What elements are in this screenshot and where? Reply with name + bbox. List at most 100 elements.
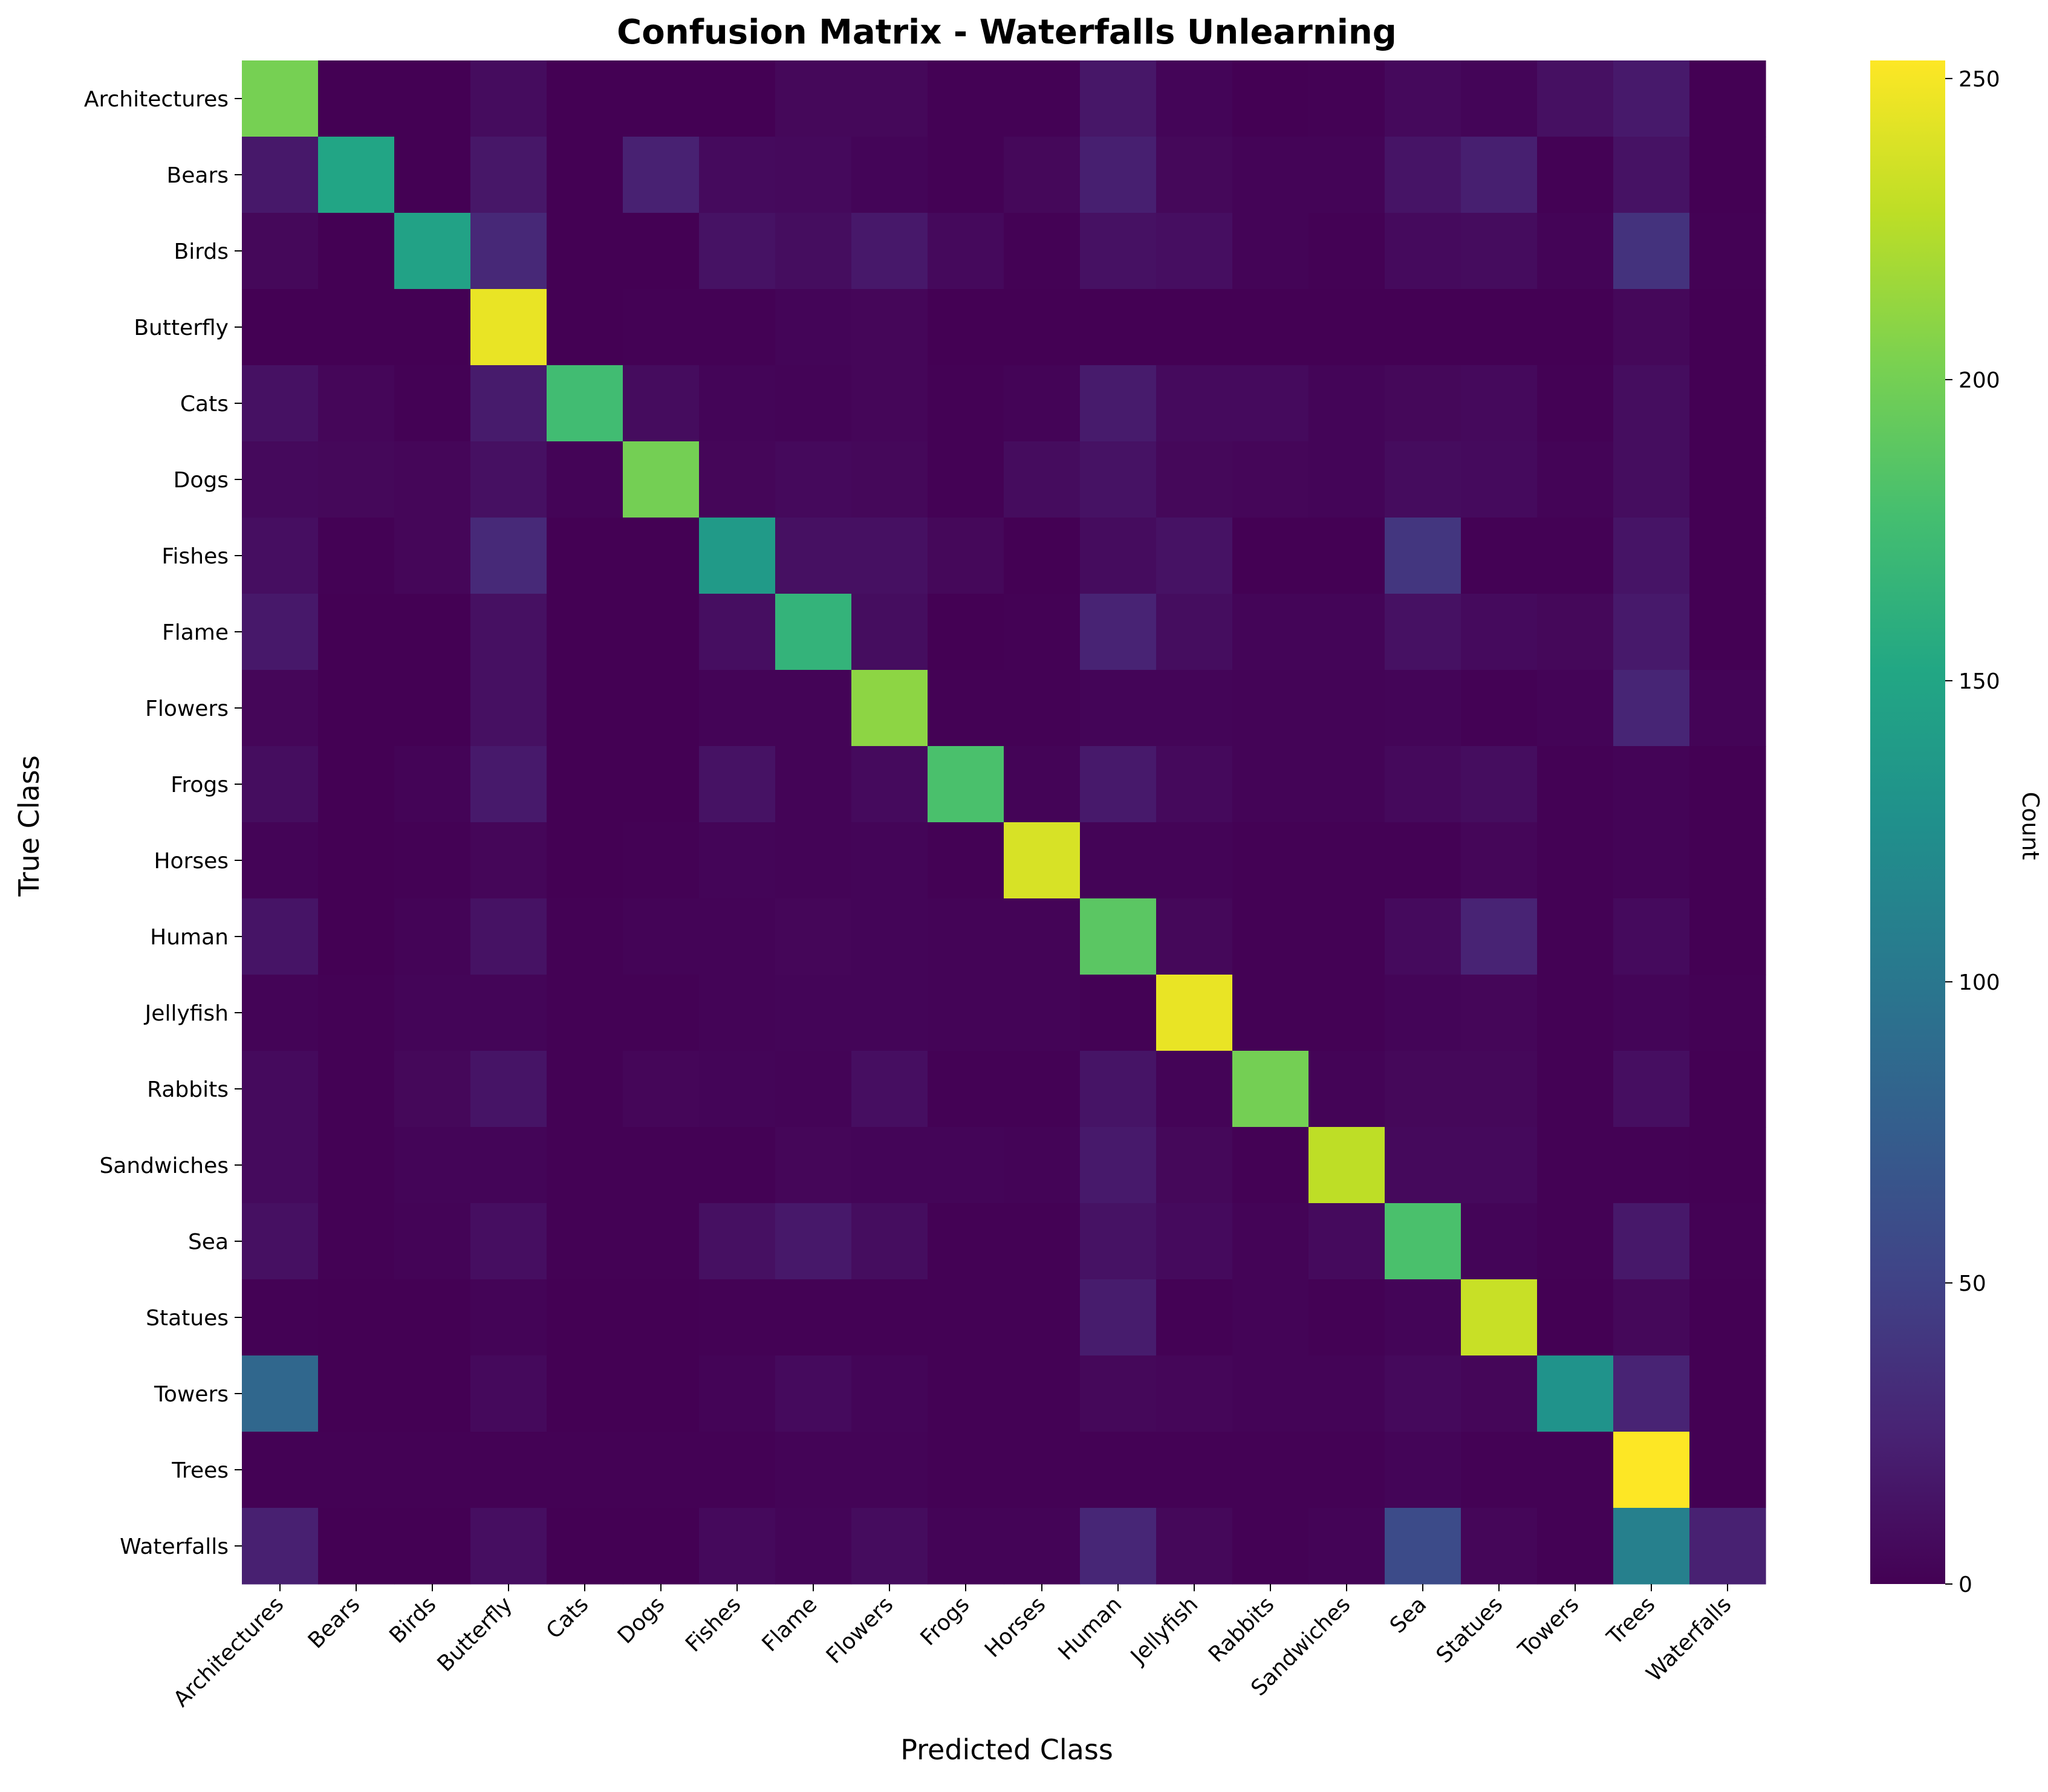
heatmap-cells: [242, 60, 1766, 1585]
heatmap-cell: [851, 137, 928, 213]
heatmap-cell: [1156, 975, 1233, 1051]
heatmap-cell: [623, 137, 700, 213]
heatmap-cell: [775, 1355, 852, 1432]
heatmap-cell: [1537, 137, 1614, 213]
heatmap-cell: [1689, 1279, 1766, 1356]
heatmap-cell: [1232, 518, 1309, 594]
colorbar-tick-label: 50: [1959, 1271, 1986, 1296]
heatmap-cell: [699, 1508, 776, 1585]
heatmap-cell: [1004, 822, 1081, 899]
heatmap-cell: [851, 746, 928, 823]
heatmap-cell: [851, 975, 928, 1051]
heatmap-cell: [1613, 1508, 1690, 1585]
x-axis-label: Predicted Class: [900, 1733, 1113, 1766]
colorbar-tick-label: 250: [1959, 67, 2000, 92]
heatmap-cell: [699, 670, 776, 747]
x-tick-label: Statues: [1432, 1592, 1508, 1668]
heatmap-cell: [1156, 670, 1233, 747]
heatmap-cell: [318, 1355, 395, 1432]
heatmap-cell: [1080, 137, 1157, 213]
heatmap-cell: [1613, 518, 1690, 594]
y-axis-ticks: Architectures Bears Birds Butterfly Cats Dogs…: [84, 87, 242, 1559]
heatmap-cell: [1689, 822, 1766, 899]
heatmap-cell: [1156, 518, 1233, 594]
heatmap-cell: [1080, 213, 1157, 290]
y-tick-label: Bears: [167, 163, 229, 188]
heatmap-cell: [470, 289, 547, 366]
y-tick-label: Statues: [146, 1306, 229, 1331]
heatmap-cell: [1385, 518, 1461, 594]
heatmap-cell: [318, 1203, 395, 1280]
heatmap-cell: [318, 670, 395, 747]
heatmap-cell: [394, 60, 471, 137]
heatmap-cell: [1232, 1203, 1309, 1280]
heatmap-cell: [1080, 60, 1157, 137]
heatmap-cell: [928, 898, 1004, 975]
heatmap-cell: [928, 1508, 1004, 1585]
heatmap-cell: [242, 746, 319, 823]
heatmap-cell: [1385, 213, 1461, 290]
heatmap-cell: [1080, 1279, 1157, 1356]
heatmap-cell: [1385, 898, 1461, 975]
heatmap-cell: [1232, 289, 1309, 366]
heatmap-cell: [775, 518, 852, 594]
y-tick-label: Horses: [154, 849, 229, 874]
heatmap-cell: [318, 822, 395, 899]
heatmap-cell: [547, 365, 623, 442]
heatmap-cell: [318, 594, 395, 670]
heatmap-cell: [470, 1355, 547, 1432]
heatmap-cell: [394, 594, 471, 670]
heatmap-cell: [547, 441, 623, 518]
heatmap-cell: [1308, 60, 1385, 137]
heatmap-cell: [1004, 1051, 1081, 1128]
heatmap-cell: [1156, 213, 1233, 290]
heatmap-cell: [1461, 1355, 1538, 1432]
x-tick-label: Butterfly: [433, 1592, 518, 1677]
heatmap-cell: [242, 1051, 319, 1128]
heatmap-cell: [1308, 670, 1385, 747]
heatmap-cell: [1613, 1279, 1690, 1356]
heatmap-cell: [1689, 1508, 1766, 1585]
heatmap-cell: [547, 975, 623, 1051]
heatmap-cell: [1613, 822, 1690, 899]
y-axis-label: True Class: [13, 755, 45, 897]
heatmap-cell: [1156, 594, 1233, 670]
heatmap-cell: [394, 1355, 471, 1432]
heatmap-cell: [242, 1279, 319, 1356]
heatmap-cell: [1461, 1432, 1538, 1508]
heatmap-cell: [1004, 1432, 1081, 1508]
colorbar-gradient: [1870, 60, 1945, 1584]
x-tick-label: Flame: [758, 1592, 822, 1657]
heatmap-cell: [242, 518, 319, 594]
heatmap-cell: [775, 1432, 852, 1508]
heatmap-cell: [1689, 441, 1766, 518]
heatmap-cell: [1461, 898, 1538, 975]
heatmap-cell: [1156, 1051, 1233, 1128]
heatmap-cell: [623, 898, 700, 975]
heatmap-cell: [394, 1432, 471, 1508]
heatmap-cell: [775, 365, 852, 442]
heatmap-cell: [1537, 1203, 1614, 1280]
heatmap-cell: [1308, 213, 1385, 290]
heatmap-cell: [1613, 365, 1690, 442]
heatmap-cell: [1080, 746, 1157, 823]
heatmap-cell: [1308, 1203, 1385, 1280]
heatmap-cell: [1004, 1355, 1081, 1432]
heatmap-cell: [547, 1279, 623, 1356]
heatmap-cell: [1537, 1432, 1614, 1508]
heatmap-cell: [623, 1127, 700, 1204]
heatmap-cell: [470, 1279, 547, 1356]
heatmap-cell: [1232, 975, 1309, 1051]
heatmap-cell: [1461, 441, 1538, 518]
colorbar-tick-label: 150: [1959, 669, 2000, 694]
heatmap-cell: [394, 1203, 471, 1280]
heatmap-cell: [242, 1355, 319, 1432]
heatmap-cell: [242, 441, 319, 518]
heatmap-cell: [1080, 1203, 1157, 1280]
heatmap-cell: [851, 1432, 928, 1508]
heatmap-cell: [699, 137, 776, 213]
y-tick-label: Cats: [180, 392, 229, 417]
y-tick-label: Trees: [171, 1458, 229, 1483]
heatmap-cell: [547, 213, 623, 290]
heatmap-cell: [1461, 1203, 1538, 1280]
